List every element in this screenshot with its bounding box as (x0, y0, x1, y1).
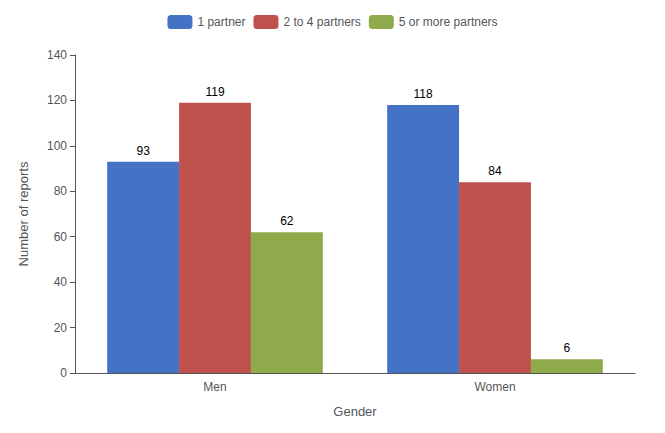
svg-text:5 or more partners: 5 or more partners (399, 15, 498, 29)
svg-text:Gender: Gender (333, 404, 377, 419)
svg-text:6: 6 (564, 341, 571, 355)
svg-text:118: 118 (414, 87, 433, 101)
svg-text:119: 119 (205, 85, 224, 99)
svg-text:Women: Women (474, 380, 515, 394)
svg-text:20: 20 (54, 321, 68, 335)
svg-text:140: 140 (47, 48, 67, 62)
svg-text:120: 120 (47, 93, 67, 107)
svg-text:100: 100 (47, 139, 67, 153)
svg-text:84: 84 (488, 164, 502, 178)
svg-text:2 to 4 partners: 2 to 4 partners (283, 15, 360, 29)
svg-text:62: 62 (280, 214, 294, 228)
svg-text:80: 80 (54, 184, 68, 198)
svg-text:0: 0 (60, 366, 67, 380)
svg-text:93: 93 (136, 144, 150, 158)
svg-text:60: 60 (54, 230, 68, 244)
svg-text:Men: Men (203, 380, 226, 394)
svg-text:1 partner: 1 partner (197, 15, 245, 29)
svg-text:40: 40 (54, 275, 68, 289)
svg-text:Number of reports: Number of reports (16, 161, 31, 266)
